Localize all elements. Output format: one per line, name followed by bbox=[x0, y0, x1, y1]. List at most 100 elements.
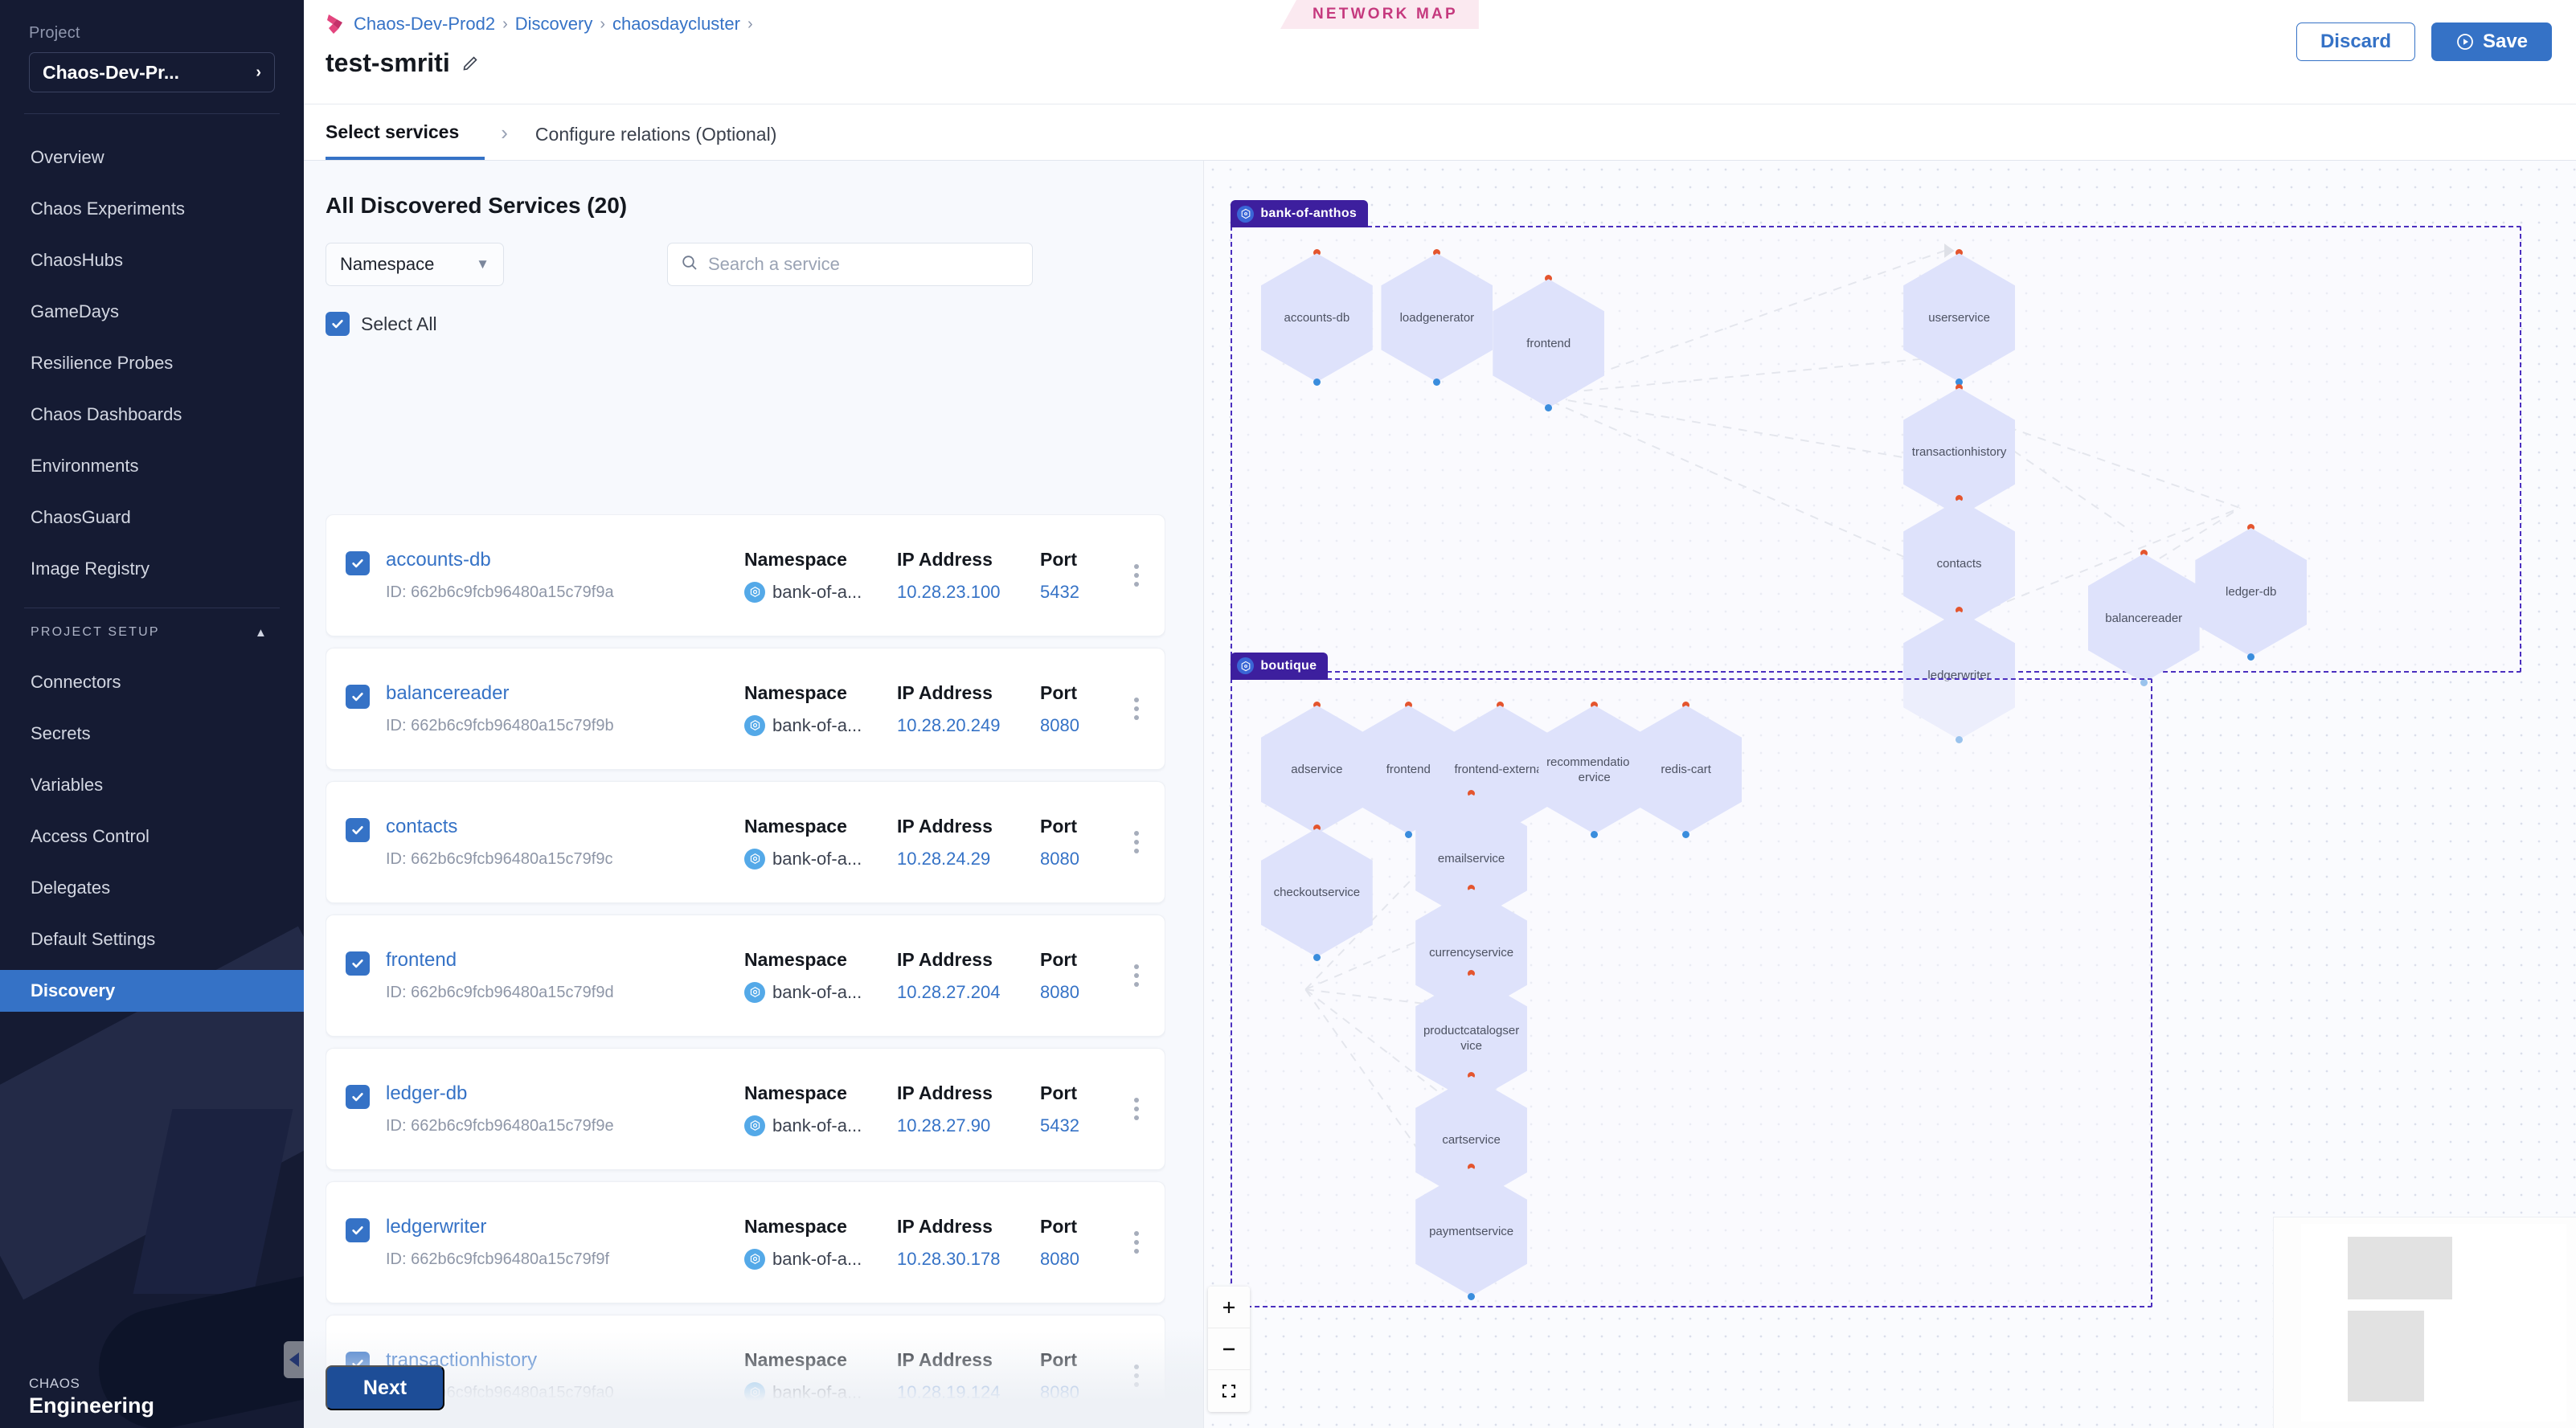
breadcrumb-item-cluster[interactable]: chaosdaycluster bbox=[612, 14, 740, 34]
sidebar-item-access-control[interactable]: Access Control bbox=[31, 826, 149, 846]
service-node[interactable]: redis-cart bbox=[1630, 701, 1743, 838]
node-input-port[interactable] bbox=[2247, 523, 2255, 531]
service-row-menu-icon[interactable] bbox=[1129, 1226, 1144, 1258]
service-name-link[interactable]: accounts-db bbox=[386, 549, 491, 571]
node-input-port[interactable] bbox=[1404, 701, 1412, 709]
service-name-link[interactable]: frontend bbox=[386, 949, 457, 971]
service-row-checkbox[interactable] bbox=[346, 551, 370, 575]
tab-configure-relations[interactable]: Configure relations (Optional) bbox=[534, 124, 777, 145]
service-row-checkbox[interactable] bbox=[346, 1085, 370, 1109]
service-list[interactable]: accounts-db ID: 662b6c9fcb96480a15c79f9a N… bbox=[326, 514, 1165, 1428]
node-input-port[interactable] bbox=[2140, 550, 2148, 558]
service-name-link[interactable]: ledgerwriter bbox=[386, 1216, 487, 1238]
service-node[interactable]: frontend bbox=[1493, 275, 1605, 412]
select-all-row[interactable]: Select All bbox=[304, 286, 1203, 336]
node-input-port[interactable] bbox=[1496, 701, 1504, 709]
service-row-checkbox[interactable] bbox=[346, 685, 370, 709]
cluster-boutique[interactable]: boutique adservice frontend frontend-extern… bbox=[1231, 652, 2152, 1307]
node-input-port[interactable] bbox=[1433, 249, 1441, 257]
node-input-port[interactable] bbox=[1956, 495, 1964, 503]
map-minimap[interactable] bbox=[2274, 1217, 2576, 1428]
node-output-port[interactable] bbox=[1591, 830, 1599, 838]
search-input[interactable]: Search a service bbox=[667, 243, 1033, 286]
node-input-port[interactable] bbox=[1682, 701, 1690, 709]
service-node[interactable]: accounts-db bbox=[1260, 249, 1373, 387]
service-row-checkbox[interactable] bbox=[346, 951, 370, 976]
service-row-menu-icon[interactable] bbox=[1129, 693, 1144, 725]
node-output-port[interactable] bbox=[1313, 378, 1321, 387]
service-row-menu-icon[interactable] bbox=[1129, 559, 1144, 591]
node-output-port[interactable] bbox=[1433, 378, 1441, 387]
zoom-in-button[interactable] bbox=[1208, 1287, 1250, 1328]
node-input-port[interactable] bbox=[1313, 249, 1321, 257]
service-node[interactable]: currencyservice bbox=[1415, 884, 1528, 1021]
tab-select-services[interactable]: Select services bbox=[326, 121, 485, 160]
sidebar-item-chaos-dashboards[interactable]: Chaos Dashboards bbox=[31, 404, 182, 424]
node-input-port[interactable] bbox=[1313, 701, 1321, 709]
sidebar-item-default-settings[interactable]: Default Settings bbox=[31, 929, 156, 949]
cluster-bank-of-anthos[interactable]: bank-of-anthos accounts-db loadgenerator fr… bbox=[1231, 200, 2521, 744]
node-input-port[interactable] bbox=[1956, 607, 1964, 615]
node-output-port[interactable] bbox=[1545, 404, 1553, 412]
discard-button[interactable]: Discard bbox=[2296, 23, 2415, 61]
service-row[interactable]: contacts ID: 662b6c9fcb96480a15c79f9c Name… bbox=[326, 781, 1165, 903]
select-all-checkbox[interactable] bbox=[326, 312, 350, 336]
sidebar-item-image-registry[interactable]: Image Registry bbox=[31, 559, 149, 579]
sidebar-collapse-button[interactable] bbox=[284, 1341, 304, 1378]
namespace-filter-select[interactable]: Namespace ▼ bbox=[326, 243, 504, 286]
service-row[interactable]: transactionhistory ID: 662b6c9fcb96480a15… bbox=[326, 1315, 1165, 1428]
node-input-port[interactable] bbox=[1956, 383, 1964, 391]
service-row[interactable]: balancereader ID: 662b6c9fcb96480a15c79f9… bbox=[326, 648, 1165, 770]
node-output-port[interactable] bbox=[1404, 830, 1412, 838]
node-input-port[interactable] bbox=[1468, 884, 1476, 892]
service-node[interactable]: userservice bbox=[1903, 249, 2015, 387]
sidebar-item-chaoshubs[interactable]: ChaosHubs bbox=[31, 250, 123, 270]
sidebar-item-delegates[interactable]: Delegates bbox=[31, 878, 111, 898]
service-name-link[interactable]: balancereader bbox=[386, 682, 510, 704]
sidebar-item-secrets[interactable]: Secrets bbox=[31, 723, 91, 743]
sidebar-section-project-setup[interactable]: PROJECT SETUP ▲ bbox=[0, 616, 304, 649]
save-button[interactable]: Save bbox=[2431, 23, 2552, 61]
project-selector[interactable]: Chaos-Dev-Pr... › bbox=[29, 52, 275, 92]
network-map-canvas[interactable]: bank-of-anthos accounts-db loadgenerator fr… bbox=[1204, 161, 2576, 1428]
service-node[interactable]: balancereader bbox=[2087, 550, 2200, 687]
service-node[interactable]: loadgenerator bbox=[1381, 249, 1493, 387]
service-row-checkbox[interactable] bbox=[346, 818, 370, 842]
node-input-port[interactable] bbox=[1956, 249, 1964, 257]
sidebar-item-gamedays[interactable]: GameDays bbox=[31, 301, 120, 321]
node-input-port[interactable] bbox=[1313, 824, 1321, 832]
sidebar-item-variables[interactable]: Variables bbox=[31, 775, 104, 795]
node-input-port[interactable] bbox=[1545, 275, 1553, 283]
service-node[interactable]: paymentservice bbox=[1415, 1163, 1528, 1300]
service-node[interactable]: transactionhistory bbox=[1903, 383, 2015, 521]
node-output-port[interactable] bbox=[1313, 953, 1321, 961]
service-row[interactable]: ledgerwriter ID: 662b6c9fcb96480a15c79f9f… bbox=[326, 1181, 1165, 1303]
node-output-port[interactable] bbox=[2247, 653, 2255, 661]
node-input-port[interactable] bbox=[1468, 1163, 1476, 1171]
service-row-menu-icon[interactable] bbox=[1129, 1093, 1144, 1125]
service-row-menu-icon[interactable] bbox=[1129, 826, 1144, 858]
node-input-port[interactable] bbox=[1468, 970, 1476, 978]
service-node[interactable]: ledger-db bbox=[2195, 523, 2308, 661]
sidebar-item-connectors[interactable]: Connectors bbox=[31, 672, 121, 692]
service-name-link[interactable]: contacts bbox=[386, 816, 458, 837]
node-input-port[interactable] bbox=[1468, 1071, 1476, 1079]
service-row[interactable]: frontend ID: 662b6c9fcb96480a15c79f9d Name… bbox=[326, 914, 1165, 1037]
node-output-port[interactable] bbox=[1682, 830, 1690, 838]
next-button[interactable]: Next bbox=[326, 1365, 444, 1410]
sidebar-item-environments[interactable]: Environments bbox=[31, 456, 139, 476]
service-row[interactable]: ledger-db ID: 662b6c9fcb96480a15c79f9e Nam… bbox=[326, 1048, 1165, 1170]
sidebar-item-discovery[interactable]: Discovery bbox=[0, 970, 304, 1012]
sidebar-item-chaosguard[interactable]: ChaosGuard bbox=[31, 507, 131, 527]
node-input-port[interactable] bbox=[1591, 701, 1599, 709]
service-row-menu-icon[interactable] bbox=[1129, 1360, 1144, 1392]
zoom-out-button[interactable] bbox=[1208, 1328, 1250, 1370]
service-node[interactable]: checkoutservice bbox=[1260, 824, 1373, 961]
node-input-port[interactable] bbox=[1468, 790, 1476, 798]
sidebar-item-overview[interactable]: Overview bbox=[31, 147, 104, 167]
service-row[interactable]: accounts-db ID: 662b6c9fcb96480a15c79f9a N… bbox=[326, 514, 1165, 636]
service-row-menu-icon[interactable] bbox=[1129, 960, 1144, 992]
node-output-port[interactable] bbox=[1956, 378, 1964, 387]
breadcrumb-item-project[interactable]: Chaos-Dev-Prod2 bbox=[354, 14, 496, 34]
breadcrumb-item-discovery[interactable]: Discovery bbox=[514, 14, 593, 34]
